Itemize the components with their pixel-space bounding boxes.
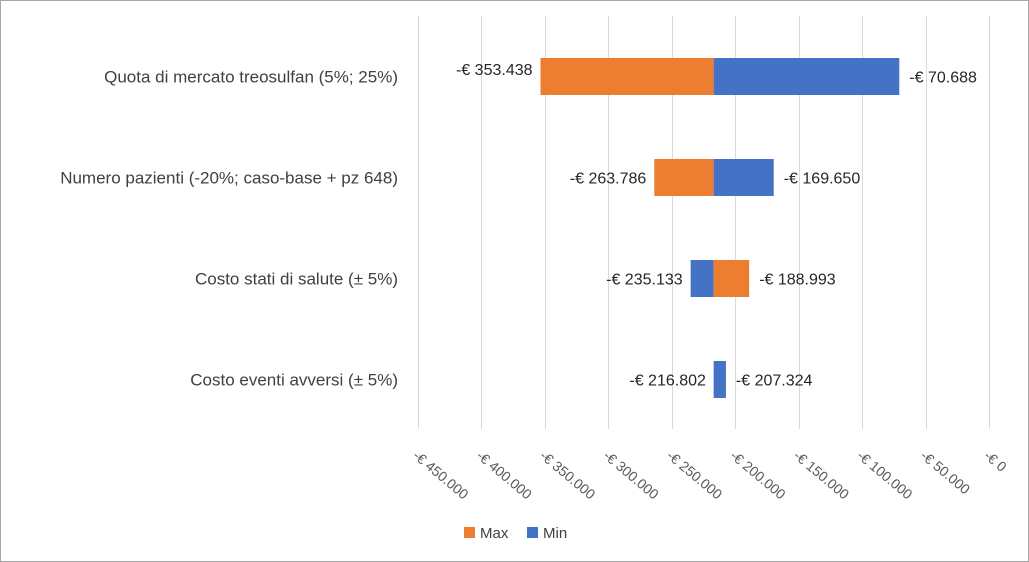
legend-swatch-max xyxy=(464,527,475,538)
x-tick-label: -€ 0 xyxy=(981,447,1010,475)
category-label: Costo stati di salute (± 5%) xyxy=(195,270,398,289)
data-labels: -€ 353.438 -€ 70.688 -€ 263.786 -€ 169.650 -… xyxy=(456,62,977,390)
bar-min xyxy=(713,361,726,398)
category-labels: Quota di mercato treosulfan (5%; 25%) Num… xyxy=(60,68,398,390)
x-tick-label: -€ 150.000 xyxy=(791,447,853,502)
legend-swatch-min xyxy=(527,527,538,538)
data-label-left: -€ 235.133 xyxy=(606,272,683,289)
bar-min xyxy=(690,260,714,297)
x-tick-label: -€ 200.000 xyxy=(727,447,789,502)
category-label: Costo eventi avversi (± 5%) xyxy=(190,371,398,390)
legend-label-max: Max xyxy=(480,525,509,542)
data-label-left: -€ 353.438 xyxy=(456,62,533,79)
data-label-right: -€ 207.324 xyxy=(736,373,813,390)
legend: Max Min xyxy=(464,525,567,542)
bars xyxy=(540,58,900,398)
x-tick-label: -€ 300.000 xyxy=(600,447,662,502)
category-label: Numero pazienti (-20%; caso-base + pz 64… xyxy=(60,169,398,188)
category-label: Quota di mercato treosulfan (5%; 25%) xyxy=(104,68,398,87)
x-tick-label: -€ 450.000 xyxy=(410,447,472,502)
bar-max xyxy=(654,159,714,196)
data-label-left: -€ 263.786 xyxy=(570,171,647,188)
legend-label-min: Min xyxy=(543,525,567,542)
x-tick-label: -€ 350.000 xyxy=(537,447,599,502)
data-label-left: -€ 216.802 xyxy=(629,373,706,390)
data-label-right: -€ 70.688 xyxy=(909,70,977,87)
bar-min xyxy=(713,58,900,95)
data-label-right: -€ 169.650 xyxy=(784,171,861,188)
x-tick-label: -€ 400.000 xyxy=(474,447,536,502)
x-tick-label: -€ 50.000 xyxy=(918,447,974,497)
bar-max xyxy=(713,260,750,297)
x-axis-tick-labels: -€ 450.000 -€ 400.000 -€ 350.000 -€ 300.000… xyxy=(410,447,1010,502)
bar-min xyxy=(713,159,774,196)
bar-max xyxy=(540,58,714,95)
x-tick-label: -€ 250.000 xyxy=(664,447,726,502)
x-tick-label: -€ 100.000 xyxy=(854,447,916,502)
data-label-right: -€ 188.993 xyxy=(759,272,836,289)
